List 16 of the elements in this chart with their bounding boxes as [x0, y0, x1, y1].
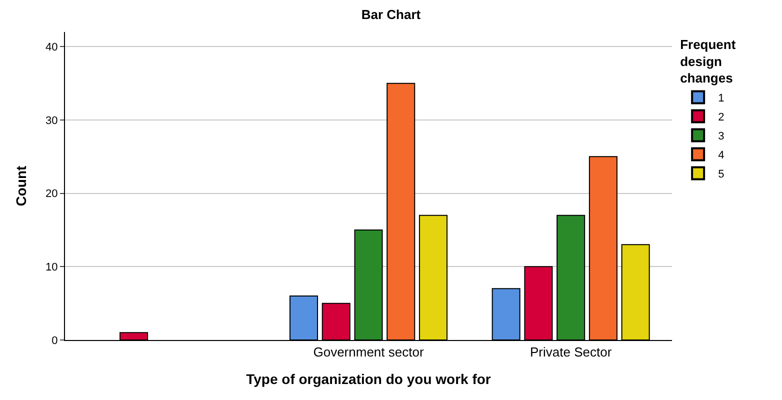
- y-tick-label: 20: [46, 188, 58, 200]
- legend-label: 5: [718, 168, 724, 180]
- legend-title: Frequent design changes: [680, 36, 736, 86]
- chart-title: Bar Chart: [361, 7, 422, 22]
- x-axis-title: Type of organization do you work for: [246, 370, 492, 387]
- y-tick-label: 0: [52, 334, 58, 347]
- legend-label: 4: [718, 149, 724, 162]
- y-tick-label: 30: [46, 114, 58, 127]
- x-tick-label: Government sector: [313, 344, 424, 360]
- y-tick-label: 40: [46, 42, 58, 54]
- y-axis-title: Count: [13, 165, 30, 206]
- legend-label: 1: [718, 92, 724, 104]
- legend-label: 2: [718, 111, 724, 124]
- legend-label: 3: [718, 130, 724, 142]
- x-tick-label: Private Sector: [530, 344, 612, 360]
- y-tick-label: 10: [46, 262, 58, 274]
